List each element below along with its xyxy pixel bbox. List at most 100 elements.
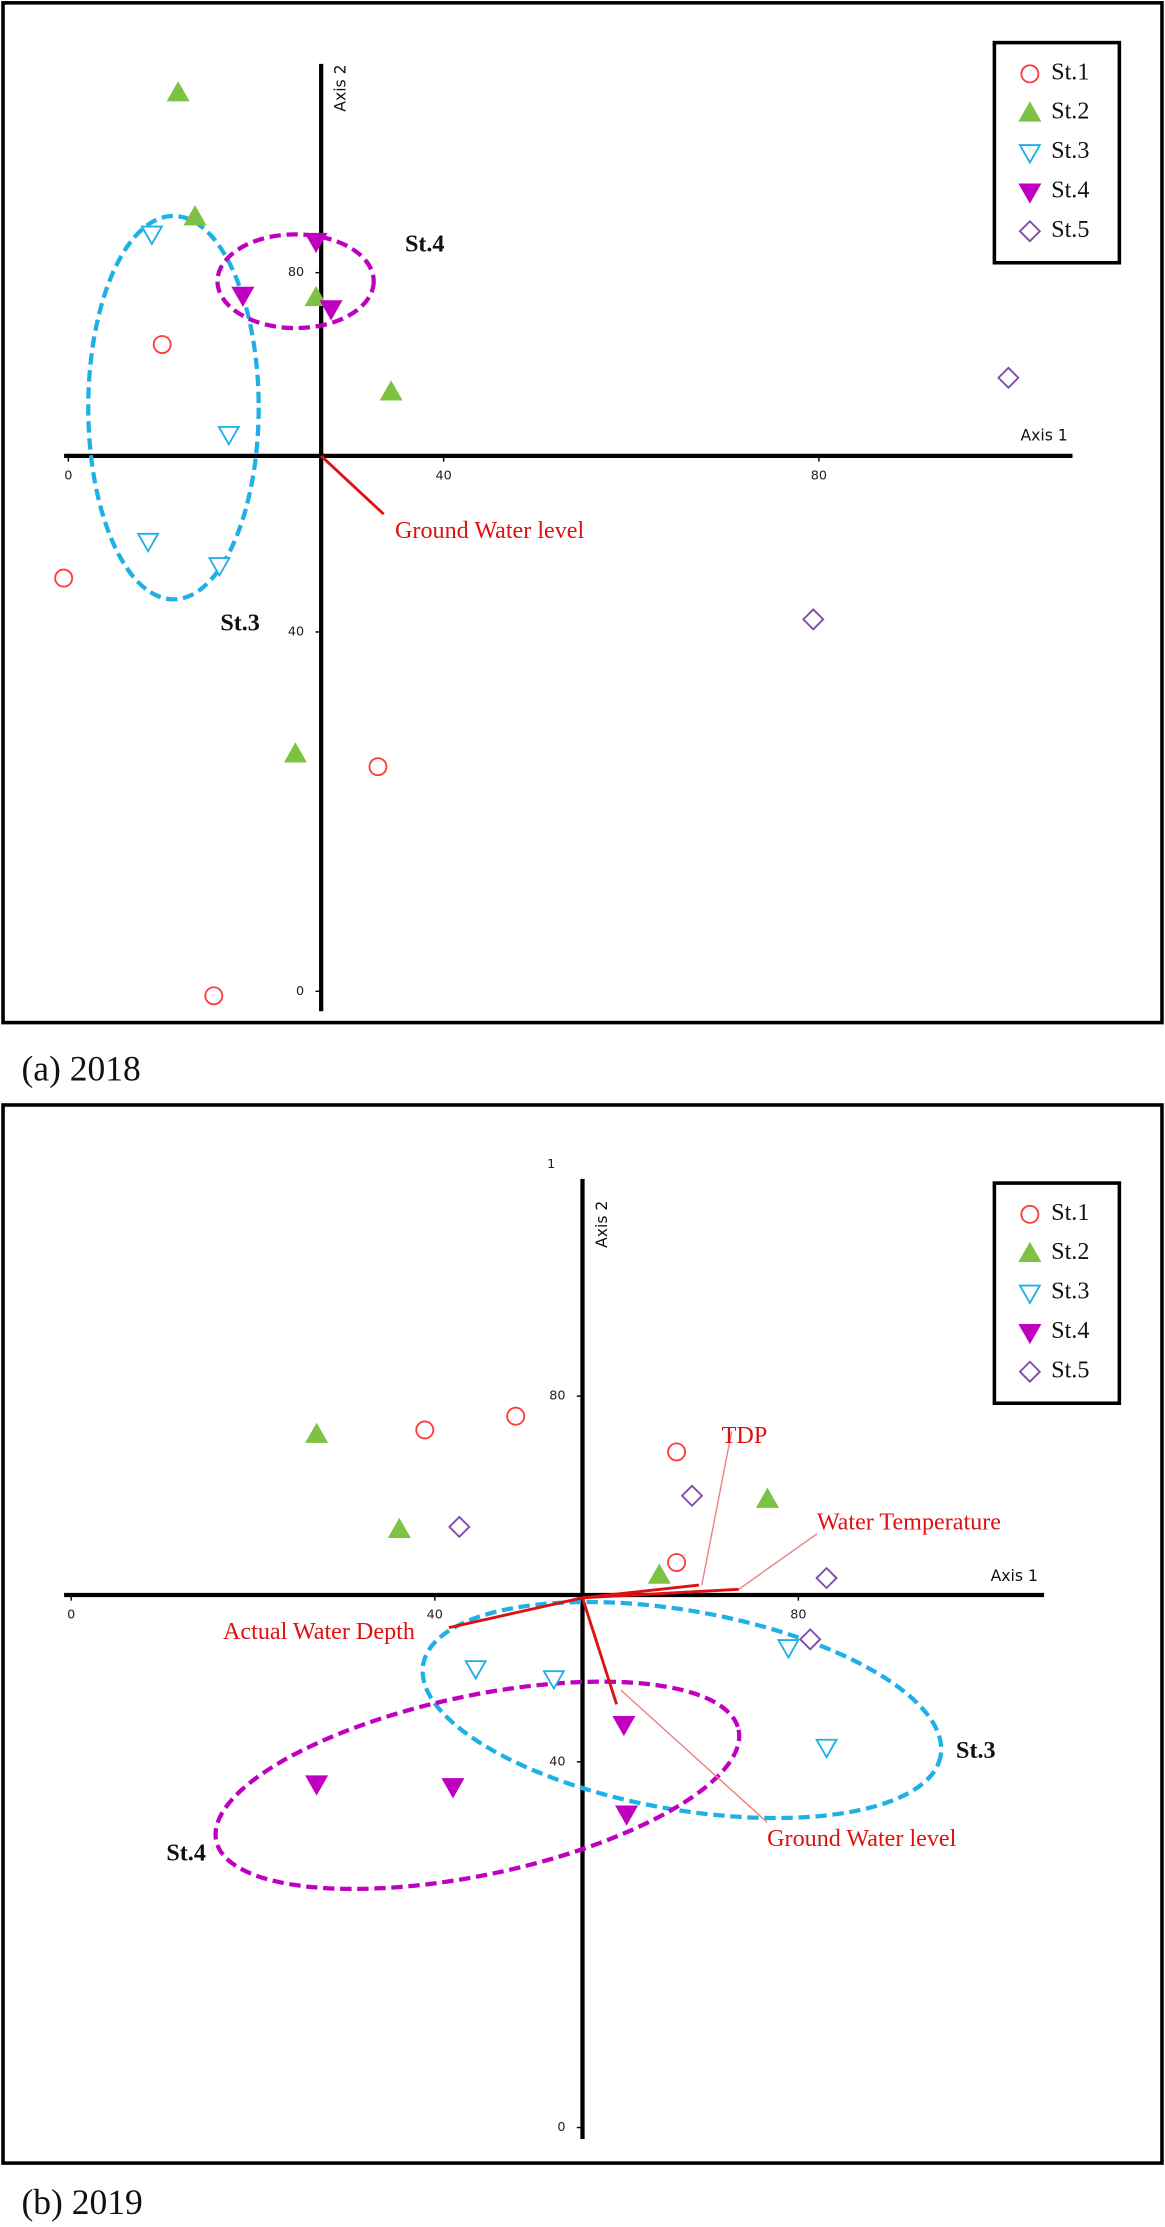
env-vector — [581, 1597, 618, 1705]
group-ellipse — [420, 1599, 944, 1821]
panel-caption: (b) 2019 — [21, 2182, 142, 2222]
point — [755, 1487, 780, 1508]
legend-label: St.1 — [1051, 58, 1089, 85]
legend-label: St.3 — [1051, 137, 1089, 164]
point — [319, 300, 343, 321]
point — [283, 742, 307, 763]
legend-marker — [1018, 1284, 1042, 1305]
vector-leader — [620, 1689, 768, 1823]
point — [815, 1738, 839, 1760]
legend-label: St.4 — [1051, 176, 1089, 203]
point — [776, 1639, 800, 1660]
group-ellipse — [215, 232, 376, 331]
group-ellipse — [86, 213, 261, 602]
point — [667, 1553, 687, 1572]
y-tick-label: 80 — [549, 1389, 565, 1404]
y-tick-label: 0 — [557, 2120, 565, 2135]
x-tick-label: 0 — [67, 1607, 75, 1622]
x-axis-label: Axis 1 — [1020, 427, 1067, 445]
point — [368, 757, 388, 777]
point — [415, 1420, 435, 1440]
point — [304, 232, 328, 254]
legend-label: St.4 — [1051, 1317, 1089, 1344]
legend-marker — [1018, 219, 1042, 243]
vector-leader — [701, 1431, 733, 1586]
panel-caption: (a) 2018 — [21, 1048, 140, 1088]
vector-label: TDP — [722, 1422, 768, 1449]
y-axis-label: Axis 2 — [593, 1201, 611, 1248]
env-vector — [582, 1587, 739, 1600]
point — [204, 986, 224, 1006]
point — [217, 425, 241, 447]
vector-label: Ground Water level — [767, 1825, 957, 1852]
group-label: St.4 — [166, 1839, 206, 1866]
vector-leader — [738, 1533, 818, 1590]
panel-frame — [1, 1103, 1164, 2165]
point — [166, 81, 190, 102]
point — [387, 1517, 411, 1538]
legend-marker — [1020, 1204, 1040, 1224]
x-tick-label: 80 — [811, 468, 827, 483]
point — [379, 380, 403, 401]
point — [798, 1628, 822, 1651]
point — [802, 608, 825, 631]
legend-marker — [1018, 1360, 1042, 1383]
point — [183, 205, 207, 226]
point — [680, 1484, 704, 1508]
y-tick-label: 40 — [288, 624, 304, 639]
point — [464, 1660, 488, 1681]
y-tick-label: 0 — [296, 984, 304, 999]
axis-annotation: 1 — [547, 1157, 555, 1172]
point — [506, 1406, 526, 1426]
legend-label: St.5 — [1051, 1356, 1089, 1383]
x-axis-label: Axis 1 — [991, 1567, 1038, 1585]
panel-frame — [1, 1, 1164, 1025]
legend-marker — [1018, 1241, 1042, 1263]
y-tick-label: 40 — [549, 1754, 565, 1769]
x-tick-label: 80 — [790, 1607, 806, 1622]
point — [815, 1566, 838, 1590]
point — [140, 225, 164, 246]
env-vector — [448, 1596, 583, 1630]
point — [542, 1670, 566, 1691]
x-tick-label: 40 — [436, 468, 452, 483]
group-ellipse — [213, 1679, 742, 1892]
legend-label: St.3 — [1051, 1278, 1089, 1305]
point — [305, 1422, 329, 1443]
x-tick-label: 0 — [64, 468, 72, 483]
legend-marker — [1020, 64, 1040, 84]
group-label: St.3 — [956, 1737, 996, 1764]
x-tick-label: 40 — [427, 1607, 443, 1622]
y-tick-label: 80 — [288, 265, 304, 280]
point — [997, 366, 1020, 389]
point — [54, 568, 74, 588]
legend-box — [992, 40, 1122, 265]
legend-label: St.5 — [1051, 216, 1089, 243]
point — [152, 335, 172, 354]
point — [305, 1775, 329, 1796]
legend-label: St.2 — [1051, 1238, 1089, 1265]
legend-marker — [1018, 101, 1042, 122]
legend-box — [992, 1181, 1122, 1406]
legend-label: St.1 — [1051, 1199, 1089, 1226]
point — [647, 1563, 671, 1584]
legend-label: St.2 — [1051, 98, 1089, 125]
legend-marker — [1018, 144, 1042, 165]
vector-label: Actual Water Depth — [223, 1618, 415, 1645]
point — [441, 1778, 465, 1799]
point — [667, 1442, 687, 1462]
point — [612, 1715, 636, 1737]
point — [615, 1805, 639, 1826]
y-axis-label: Axis 2 — [332, 64, 350, 111]
point — [231, 286, 255, 307]
legend-marker — [1018, 183, 1042, 204]
point — [207, 557, 231, 578]
env-vector — [320, 454, 385, 516]
point — [448, 1515, 471, 1539]
vector-label: Ground Water level — [395, 517, 585, 544]
group-label: St.3 — [220, 609, 260, 636]
legend-marker — [1018, 1323, 1042, 1345]
group-label: St.4 — [405, 230, 445, 257]
